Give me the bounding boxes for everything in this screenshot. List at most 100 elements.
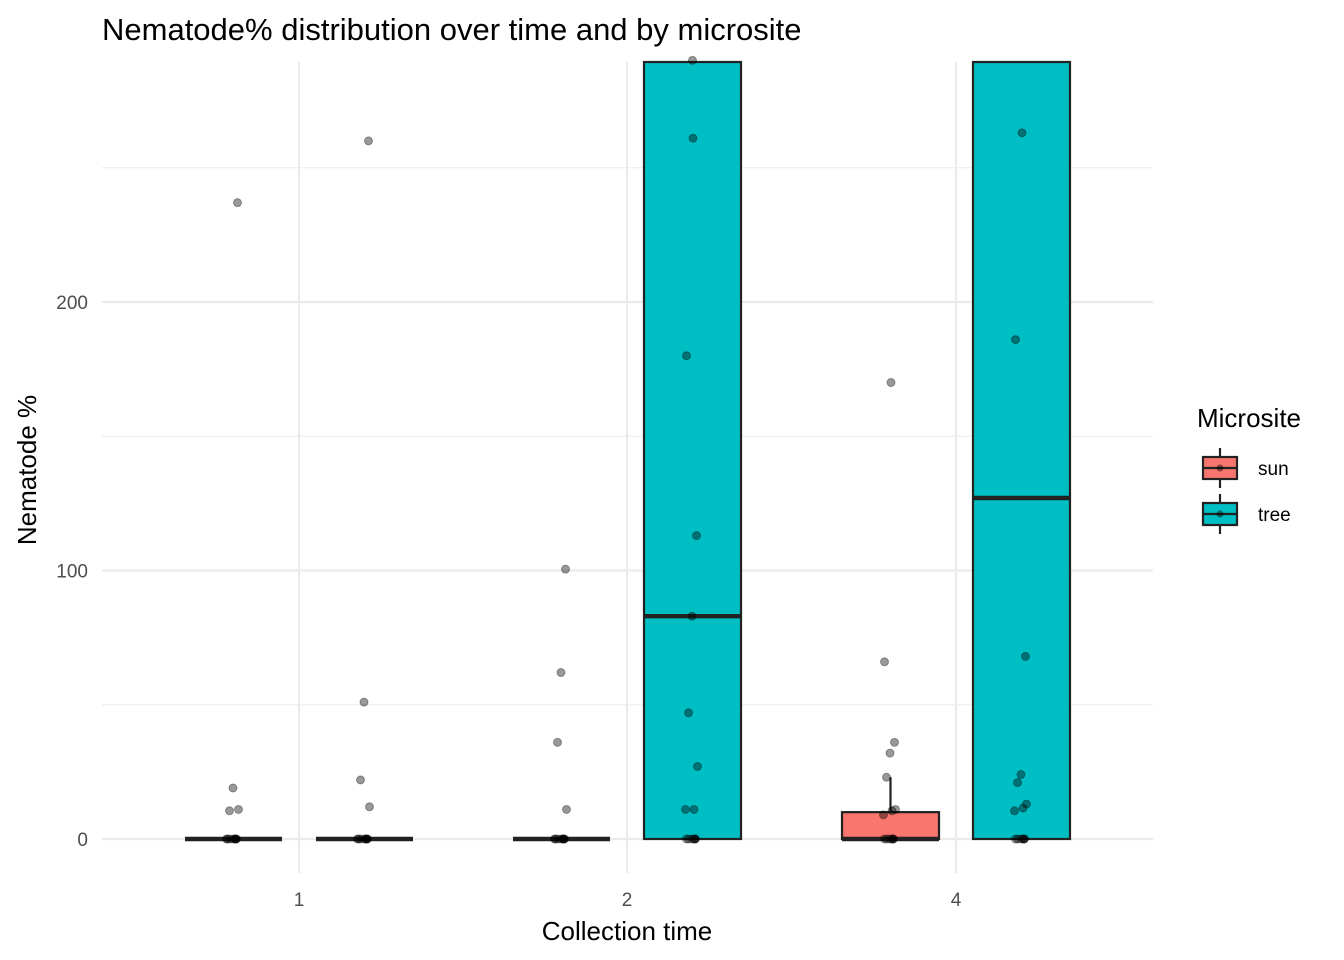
data-point — [882, 834, 892, 844]
data-point — [561, 564, 570, 574]
data-point — [691, 834, 700, 844]
data-point — [1018, 803, 1028, 813]
data-point — [556, 668, 566, 678]
data-point — [1011, 335, 1020, 345]
data-point — [356, 834, 366, 844]
data-point — [233, 198, 242, 208]
x-axis-ticks: 1 2 4 — [294, 890, 962, 911]
data-point — [690, 834, 700, 844]
y-tick-label: 200 — [56, 293, 88, 314]
data-point — [363, 834, 372, 844]
data-point — [234, 804, 243, 814]
data-point — [356, 775, 365, 785]
boxes-layer — [185, 60, 1072, 842]
data-point — [880, 834, 889, 844]
data-point — [360, 834, 369, 844]
x-tick-label: 1 — [294, 890, 305, 911]
data-point — [551, 834, 560, 844]
legend-title: Microsite — [1197, 403, 1301, 433]
data-point — [1017, 834, 1026, 844]
data-point — [1016, 770, 1026, 780]
data-point — [1017, 128, 1027, 138]
data-point — [1011, 834, 1020, 844]
x-tick-label: 4 — [951, 890, 962, 911]
data-point — [681, 804, 690, 814]
data-point — [882, 772, 891, 782]
data-point — [1013, 778, 1022, 788]
data-point — [232, 834, 241, 844]
data-point — [229, 834, 238, 844]
data-point — [1019, 834, 1029, 844]
data-point — [688, 133, 698, 143]
legend-label-sun: sun — [1258, 459, 1289, 480]
data-point — [888, 834, 898, 844]
data-point — [223, 834, 232, 844]
data-point — [225, 806, 234, 816]
data-point — [1021, 651, 1030, 661]
box-sun — [840, 811, 941, 841]
legend: Microsite sun tree — [1197, 403, 1301, 534]
data-point — [887, 806, 897, 816]
x-axis-title: Collection time — [542, 916, 713, 946]
data-point — [886, 834, 895, 844]
x-tick-label: 2 — [622, 890, 633, 911]
data-point — [1019, 834, 1028, 844]
data-point — [692, 531, 701, 541]
data-point — [231, 834, 240, 844]
box-tree — [971, 60, 1072, 841]
data-point — [879, 810, 888, 820]
data-point — [562, 804, 571, 814]
data-point — [364, 136, 373, 146]
data-point — [354, 834, 363, 844]
data-point — [559, 834, 569, 844]
y-tick-label: 0 — [77, 830, 88, 851]
data-point — [225, 834, 235, 844]
data-point — [891, 804, 900, 814]
data-point — [359, 697, 369, 707]
box-tree — [642, 60, 743, 841]
data-point — [558, 834, 568, 844]
data-point — [353, 834, 362, 844]
data-point — [684, 708, 693, 718]
data-point — [362, 834, 371, 844]
data-point — [553, 737, 562, 747]
y-axis-ticks: 0 100 200 — [56, 293, 88, 851]
points-layer — [222, 55, 1031, 844]
data-point — [688, 834, 697, 844]
data-point — [230, 834, 240, 844]
data-point — [1013, 834, 1023, 844]
data-point — [1020, 834, 1029, 844]
data-point — [684, 834, 694, 844]
data-point — [885, 748, 895, 758]
data-point — [365, 802, 374, 812]
legend-key-point — [1216, 464, 1224, 472]
data-point — [890, 737, 899, 747]
data-point — [550, 834, 559, 844]
data-point — [886, 378, 896, 388]
data-point — [687, 611, 697, 621]
data-point — [557, 834, 566, 844]
data-point — [1022, 799, 1031, 809]
data-point — [688, 55, 697, 65]
y-axis-title: Nematode % — [12, 395, 42, 545]
legend-key-point — [1216, 510, 1224, 518]
chart-title: Nematode% distribution over time and by … — [102, 12, 802, 47]
data-point — [222, 834, 231, 844]
data-point — [690, 834, 699, 844]
data-point — [888, 834, 897, 844]
data-point — [693, 762, 702, 772]
data-point — [553, 834, 563, 844]
data-point — [231, 834, 241, 844]
data-point — [361, 834, 371, 844]
data-point — [889, 834, 898, 844]
data-point — [1010, 806, 1019, 816]
data-point — [559, 834, 568, 844]
data-point — [228, 783, 238, 793]
data-point — [682, 351, 691, 361]
data-point — [682, 834, 691, 844]
data-point — [880, 657, 889, 667]
y-tick-label: 100 — [56, 562, 88, 583]
data-point — [689, 804, 699, 814]
data-point — [560, 834, 569, 844]
